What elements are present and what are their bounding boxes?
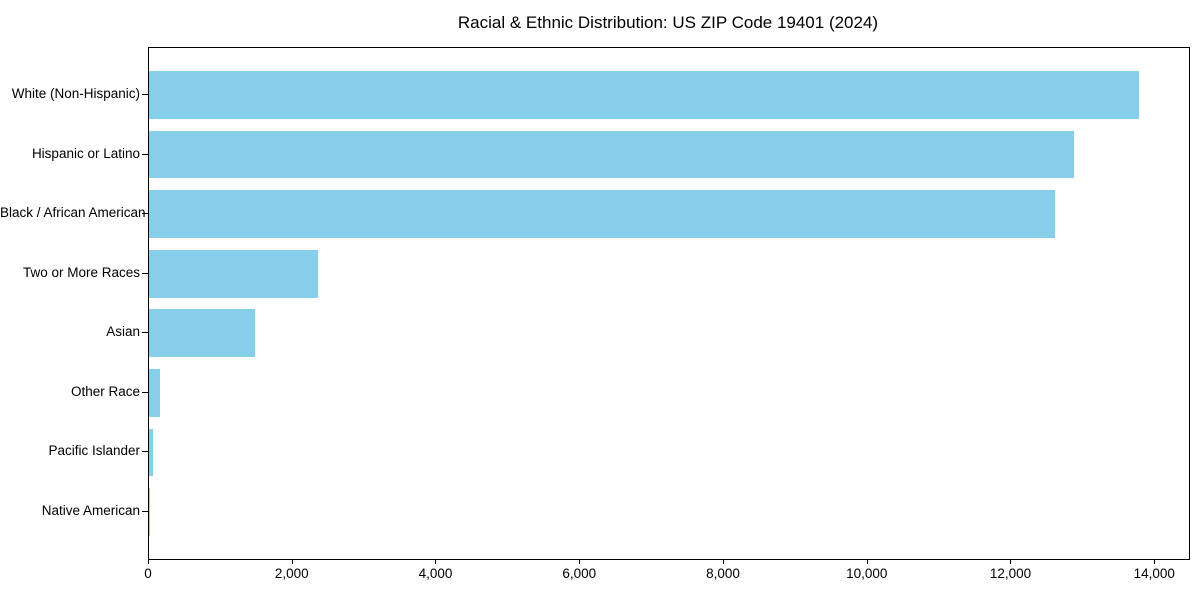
x-tick-label: 2,000 (274, 566, 309, 581)
y-tick (142, 332, 148, 334)
bar-asian (149, 309, 256, 358)
x-tick-label: 12,000 (989, 566, 1032, 581)
chart-title: Racial & Ethnic Distribution: US ZIP Cod… (457, 13, 879, 32)
y-tick (142, 510, 148, 512)
y-tick (142, 391, 148, 393)
x-tick-label: 14,000 (1133, 566, 1175, 581)
y-tick (142, 94, 148, 96)
y-axis-label: Black / African American (0, 205, 146, 221)
x-tick-label: 8,000 (706, 566, 740, 581)
y-axis-label: Other Race (70, 383, 140, 399)
bar-pacific-islander (149, 428, 153, 477)
x-tick (435, 559, 437, 564)
bar-black-african-american (149, 190, 1056, 238)
y-axis-label: Two or More Races (22, 264, 140, 280)
bar-hispanic-or-latino (149, 130, 1074, 179)
y-tick (142, 451, 148, 453)
x-tick (1154, 559, 1156, 564)
y-axis-label: Hispanic or Latino (31, 145, 140, 161)
y-tick (142, 153, 148, 155)
y-tick (142, 213, 148, 215)
x-tick (291, 559, 293, 564)
x-tick (1010, 559, 1012, 564)
x-tick (148, 559, 149, 564)
x-tick-label: 10,000 (846, 566, 888, 581)
plot-area (148, 47, 1190, 560)
y-axis-label: Asian (106, 324, 140, 340)
x-tick (866, 559, 868, 564)
x-tick-label: 4,000 (418, 566, 453, 581)
y-axis-label: Pacific Islander (48, 443, 140, 459)
x-tick-label: 0 (144, 566, 152, 581)
y-axis-label: White (Non-Hispanic) (11, 86, 140, 102)
bar-two-or-more-races (149, 249, 318, 298)
bar-other-race (149, 369, 161, 417)
bar-white-non-hispanic (149, 71, 1140, 119)
y-axis-label: Native American (41, 502, 140, 518)
x-tick (722, 559, 724, 564)
bar-native-american (149, 488, 151, 536)
x-tick-label: 6,000 (562, 566, 597, 581)
y-tick (142, 272, 148, 274)
x-tick (579, 559, 581, 564)
